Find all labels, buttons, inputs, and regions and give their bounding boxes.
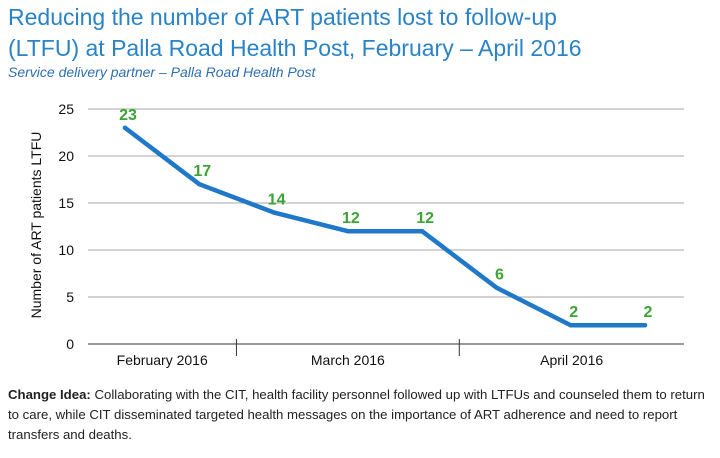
grid-lines (88, 108, 684, 298)
data-label-2: 17 (193, 163, 211, 180)
data-point-6 (494, 285, 499, 290)
change-idea-label: Change Idea: (8, 387, 91, 402)
data-label-6: 6 (495, 267, 504, 284)
data-label-5: 12 (416, 210, 434, 227)
data-label-1: 23 (119, 107, 137, 124)
x-axis: February 2016 March 2016 April 2016 (88, 339, 684, 368)
chart-title: Reducing the number of ART patients lost… (8, 2, 718, 64)
chart-subtitle: Service delivery partner – Palla Road He… (8, 64, 316, 80)
y-tick-label-5: 5 (66, 289, 74, 305)
x-period-label-3: April 2016 (540, 352, 603, 368)
y-tick-label-20: 20 (58, 148, 74, 164)
y-tick-label-25: 25 (58, 101, 74, 117)
data-label-3: 14 (268, 191, 286, 208)
y-tick-label-0: 0 (66, 336, 74, 352)
data-point-8 (642, 323, 648, 328)
data-label-8: 2 (644, 304, 653, 321)
series-layer (122, 125, 648, 328)
y-tick-label-15: 15 (58, 195, 74, 211)
y-axis-ticks: 0 5 10 15 20 25 (58, 101, 74, 352)
data-point-5 (419, 229, 425, 234)
y-axis-label: Number of ART patients LTFU (28, 132, 44, 319)
x-period-label-2: March 2016 (311, 352, 385, 368)
data-labels: 23 17 14 12 12 6 2 2 (119, 107, 652, 321)
change-idea-text: Collaborating with the CIT, health facil… (8, 387, 705, 442)
x-period-label-1: February 2016 (117, 352, 208, 368)
chart-title-line-2: (LTFU) at Palla Road Health Post, Februa… (8, 35, 582, 61)
data-point-2 (197, 182, 202, 187)
chart-title-line-1: Reducing the number of ART patients lost… (8, 4, 557, 30)
data-point-7 (568, 323, 573, 328)
y-tick-label-10: 10 (58, 242, 74, 258)
data-point-3 (271, 210, 276, 215)
data-point-4 (345, 229, 351, 234)
series-line (122, 125, 648, 328)
data-point-1 (122, 125, 128, 130)
data-label-7: 2 (569, 304, 578, 321)
data-label-4: 12 (342, 210, 360, 227)
change-idea-note: Change Idea: Collaborating with the CIT,… (8, 385, 713, 445)
line-chart: 0 5 10 15 20 25 February 2016 March 2016 April … (28, 101, 684, 368)
